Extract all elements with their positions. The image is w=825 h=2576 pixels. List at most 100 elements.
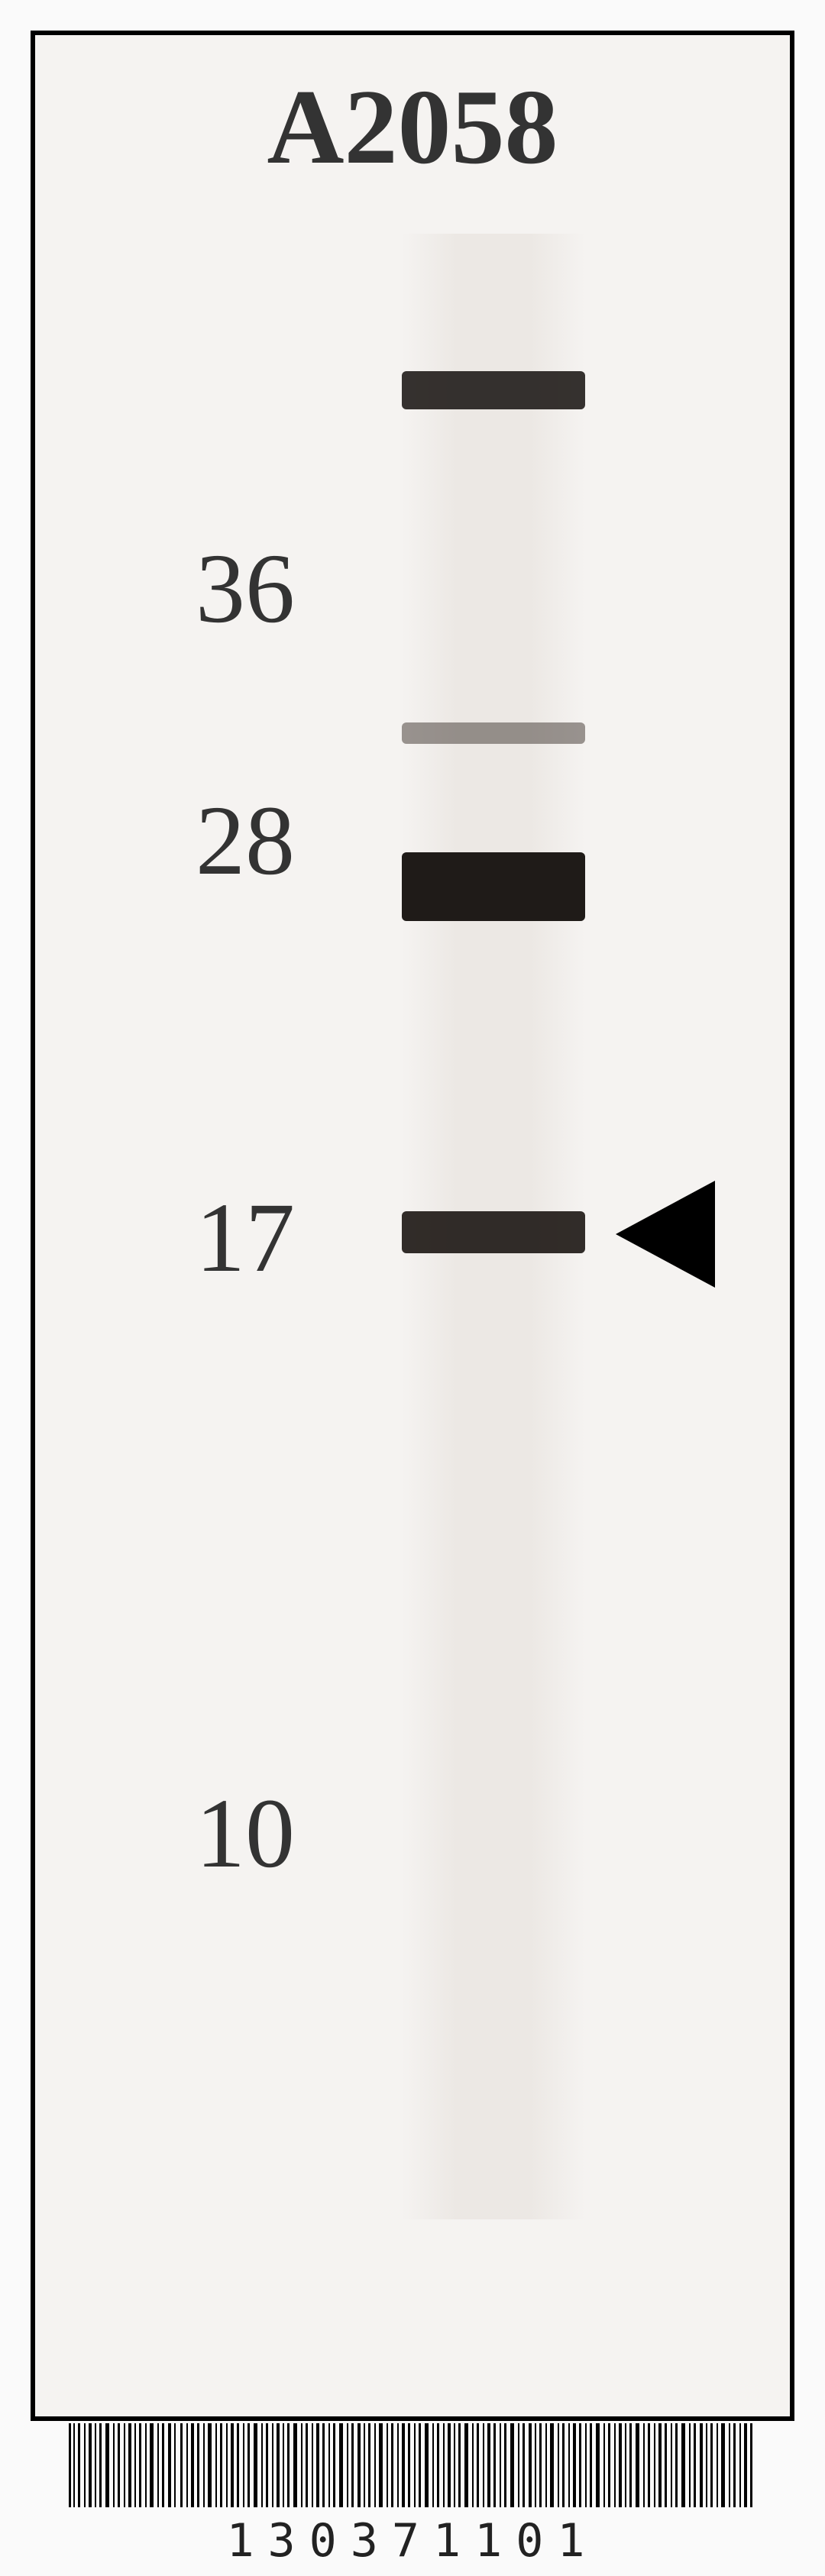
barcode-bar (700, 2423, 703, 2507)
barcode-bar (733, 2423, 736, 2507)
barcode-bar (472, 2423, 474, 2507)
barcode-bar (510, 2423, 514, 2507)
page: A2058 36281710 130371101 (0, 0, 825, 2576)
barcode-bar (113, 2423, 115, 2507)
barcode-bar (379, 2423, 383, 2507)
barcode-area: 130371101 (31, 2423, 794, 2553)
barcode-bar (603, 2423, 605, 2507)
barcode-bar (539, 2423, 542, 2507)
barcode-bar (464, 2423, 468, 2507)
barcode-bar (671, 2423, 672, 2507)
barcode-bar (333, 2423, 335, 2507)
mw-marker: 28 (127, 784, 295, 898)
barcode-bar (261, 2423, 263, 2507)
barcode-bar (729, 2423, 730, 2507)
barcode-bar (186, 2423, 188, 2507)
barcode-bar (118, 2423, 120, 2507)
barcode-bar (568, 2423, 570, 2507)
sample-label: A2058 (35, 66, 790, 189)
barcode-bar (558, 2423, 559, 2507)
barcode-bar (608, 2423, 610, 2507)
barcode-bar (387, 2423, 388, 2507)
barcode-bar (266, 2423, 268, 2507)
barcode-bar (73, 2423, 75, 2507)
barcode-bar (105, 2423, 109, 2507)
barcode-bar (518, 2423, 519, 2507)
barcode-bar (347, 2423, 348, 2507)
barcode-bar (162, 2423, 164, 2507)
barcode-bar (419, 2423, 421, 2507)
barcode-bar (717, 2423, 718, 2507)
barcode-bar (150, 2423, 154, 2507)
blot-band (402, 852, 585, 921)
barcode-bar (721, 2423, 725, 2507)
barcode-bar (368, 2423, 370, 2507)
barcode-bar (231, 2423, 234, 2507)
barcode-bar (293, 2423, 297, 2507)
barcode-bar (636, 2423, 639, 2507)
barcode-bar (710, 2423, 713, 2507)
barcode-bar (614, 2423, 616, 2507)
barcode-bar (402, 2423, 405, 2507)
barcode-bar (99, 2423, 102, 2507)
barcode-bar (226, 2423, 228, 2507)
barcode-bar (397, 2423, 399, 2507)
barcode-bar (483, 2423, 484, 2507)
barcode-bar (739, 2423, 741, 2507)
barcode-bar (208, 2423, 212, 2507)
barcode-bar (174, 2423, 176, 2507)
barcode-bar (585, 2423, 587, 2507)
barcode-bar (493, 2423, 496, 2507)
barcode-bar (124, 2423, 125, 2507)
barcode-bar (504, 2423, 506, 2507)
barcode-bar (197, 2423, 199, 2507)
barcode-bar (500, 2423, 501, 2507)
barcode-bar (301, 2423, 302, 2507)
barcode-bar (596, 2423, 600, 2507)
barcode-bar (522, 2423, 525, 2507)
barcode-bar (145, 2423, 147, 2507)
barcode-bar (590, 2423, 592, 2507)
barcode-bar (358, 2423, 361, 2507)
blot-band (402, 371, 585, 409)
barcode-bar (277, 2423, 280, 2507)
barcode-bar (681, 2423, 685, 2507)
barcode-bar (562, 2423, 565, 2507)
barcode-bar (414, 2423, 416, 2507)
barcode-bar (443, 2423, 445, 2507)
barcode-bar (694, 2423, 696, 2507)
barcode-bar (312, 2423, 313, 2507)
barcode-bar (654, 2423, 655, 2507)
barcode-bar (579, 2423, 581, 2507)
barcode-bar (619, 2423, 622, 2507)
barcode-bar (254, 2423, 257, 2507)
barcode-bar (316, 2423, 319, 2507)
barcode-bar (243, 2423, 244, 2507)
barcode-bar (665, 2423, 667, 2507)
barcode-bar (545, 2423, 547, 2507)
barcode-bar (535, 2423, 536, 2507)
barcode-bar (237, 2423, 239, 2507)
barcode-bar (180, 2423, 183, 2507)
barcode-bar (744, 2423, 747, 2507)
barcode-bar (272, 2423, 273, 2507)
blot-band (402, 722, 585, 744)
barcode-bar (89, 2423, 92, 2507)
barcode-bar (448, 2423, 451, 2507)
barcode-bar (84, 2423, 86, 2507)
barcode-bar (287, 2423, 290, 2507)
barcode-bar (139, 2423, 141, 2507)
barcode-bar (573, 2423, 576, 2507)
barcode-bar (364, 2423, 365, 2507)
barcode-bar (391, 2423, 393, 2507)
barcode-bar (306, 2423, 308, 2507)
barcode-bar (675, 2423, 678, 2507)
barcode-bar (134, 2423, 136, 2507)
barcode-bar (203, 2423, 205, 2507)
blot-figure-frame: A2058 36281710 (31, 31, 794, 2421)
barcode-bar (374, 2423, 376, 2507)
barcode-bar (750, 2423, 752, 2507)
mw-marker: 36 (127, 532, 295, 646)
barcode-bar (658, 2423, 662, 2507)
barcode-bar (706, 2423, 707, 2507)
